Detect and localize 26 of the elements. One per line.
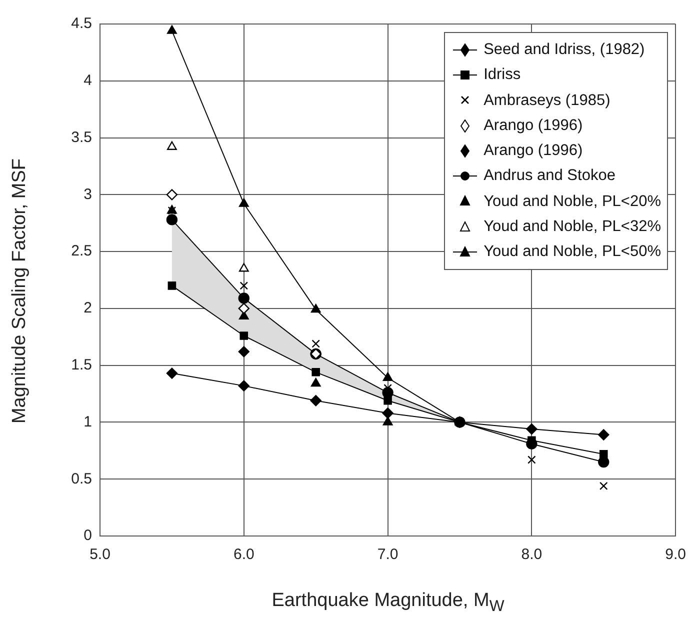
- y-tick-label: 2.5: [71, 242, 92, 260]
- legend-label: Youd and Noble, PL<20%: [484, 192, 661, 212]
- y-tick-label: 4.5: [71, 15, 92, 32]
- legend-label: Ambraseys (1985): [484, 90, 610, 111]
- y-tick-label: 4: [84, 72, 92, 90]
- x-axis-title: Earthquake Magnitude, M$_{W}$: [270, 590, 506, 616]
- x-tick-label: 6.0: [233, 546, 254, 564]
- y-tick-label: 2: [84, 300, 92, 317]
- legend-label: Youd and Noble, PL<32%: [484, 217, 661, 238]
- y-tick-label: 0.5: [71, 470, 92, 488]
- y-tick-label: 3: [84, 186, 92, 203]
- legend-label: Arango (1996): [484, 141, 583, 162]
- y-tick-label: 3.5: [71, 128, 92, 146]
- x-tick-label: 9.0: [665, 546, 686, 564]
- legend-label: Seed and Idriss, (1982): [484, 40, 645, 60]
- x-tick-label: 7.0: [377, 546, 398, 564]
- y-tick-label: 1: [84, 413, 92, 430]
- x-tick-label: 5.0: [90, 546, 110, 564]
- legend-label: Arango (1996): [484, 116, 583, 136]
- y-axis-title: Magnitude Scaling Factor, MSF: [9, 157, 31, 426]
- legend-label: Youd and Noble, PL<50%: [484, 242, 661, 262]
- y-tick-label: 0: [84, 527, 92, 544]
- x-tick-label: 8.0: [521, 546, 542, 564]
- legend-label: Andrus and Stokoe: [484, 166, 616, 186]
- y-tick-label: 1.5: [71, 356, 92, 374]
- legend-label: Idriss: [484, 65, 521, 86]
